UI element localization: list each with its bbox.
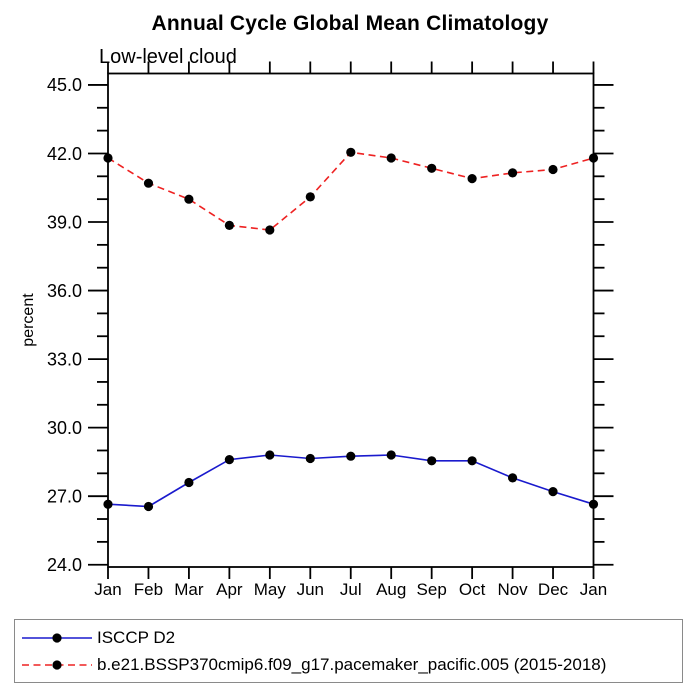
page-title: Annual Cycle Global Mean Climatology (151, 12, 549, 35)
x-tick-label: Nov (497, 580, 528, 599)
data-point-marker (427, 163, 437, 173)
series-line-0 (107, 454, 594, 508)
x-tick-label: Mar (174, 580, 204, 599)
data-point-marker (386, 450, 396, 460)
x-tick-label: Oct (459, 580, 486, 599)
x-tick-label: Sep (417, 580, 447, 599)
y-tick-label: 45.0 (47, 75, 82, 95)
x-tick-label: Feb (134, 580, 163, 599)
data-point-marker (507, 168, 518, 178)
legend-label: ISCCP D2 (97, 627, 176, 647)
data-point-marker (588, 153, 599, 163)
data-point-marker (467, 456, 477, 466)
data-point-marker (265, 450, 275, 460)
data-point-marker (103, 153, 113, 163)
x-tick-label: Jan (580, 580, 607, 599)
x-tick-label: Dec (538, 580, 569, 599)
data-point-marker (224, 220, 234, 230)
x-tick-label: Aug (376, 580, 406, 599)
y-tick-label: 39.0 (47, 212, 82, 232)
data-point-marker (386, 153, 396, 163)
data-point-marker (305, 192, 315, 202)
data-point-marker (507, 473, 518, 483)
data-point-marker (143, 178, 154, 188)
plot-frame (107, 72, 595, 568)
y-tick-label: 24.0 (47, 555, 82, 575)
y-tick-label: 33.0 (47, 349, 82, 369)
data-point-marker (305, 453, 315, 464)
data-point-marker (346, 451, 356, 461)
legend-line-sample-dashed (22, 659, 92, 670)
series-line-1 (107, 151, 594, 231)
legend: ISCCP D2 b.e21.BSSP370cmip6.f09_g17.pace… (14, 619, 683, 683)
data-point-marker (548, 487, 558, 497)
plot-subtitle: Low-level cloud (99, 46, 237, 68)
data-point-marker (103, 499, 113, 509)
y-tick-label: 42.0 (47, 144, 82, 164)
legend-item-model: b.e21.BSSP370cmip6.f09_g17.pacemaker_pac… (15, 654, 682, 676)
data-point-marker (184, 194, 194, 204)
x-tick-label: Jan (94, 580, 121, 599)
y-tick-label: 27.0 (47, 486, 82, 506)
x-tick-label: Jul (340, 580, 362, 599)
x-tick-label: Apr (216, 580, 243, 599)
data-point-marker (224, 455, 234, 465)
legend-label: b.e21.BSSP370cmip6.f09_g17.pacemaker_pac… (97, 654, 607, 674)
x-tick-label: May (254, 580, 287, 599)
data-point-marker (588, 499, 599, 509)
y-tick-label: 36.0 (47, 281, 82, 301)
data-point-marker (467, 174, 477, 184)
x-tick-label: Jun (297, 580, 324, 599)
data-point-marker (143, 501, 154, 512)
data-point-marker (427, 456, 437, 466)
data-point-marker (548, 164, 558, 175)
data-point-marker (265, 225, 275, 235)
legend-item-isccp: ISCCP D2 (15, 627, 682, 649)
legend-line-sample-solid (22, 632, 92, 643)
data-point-marker (346, 147, 356, 157)
y-tick-label: 30.0 (47, 418, 82, 438)
data-point-marker (184, 477, 194, 488)
